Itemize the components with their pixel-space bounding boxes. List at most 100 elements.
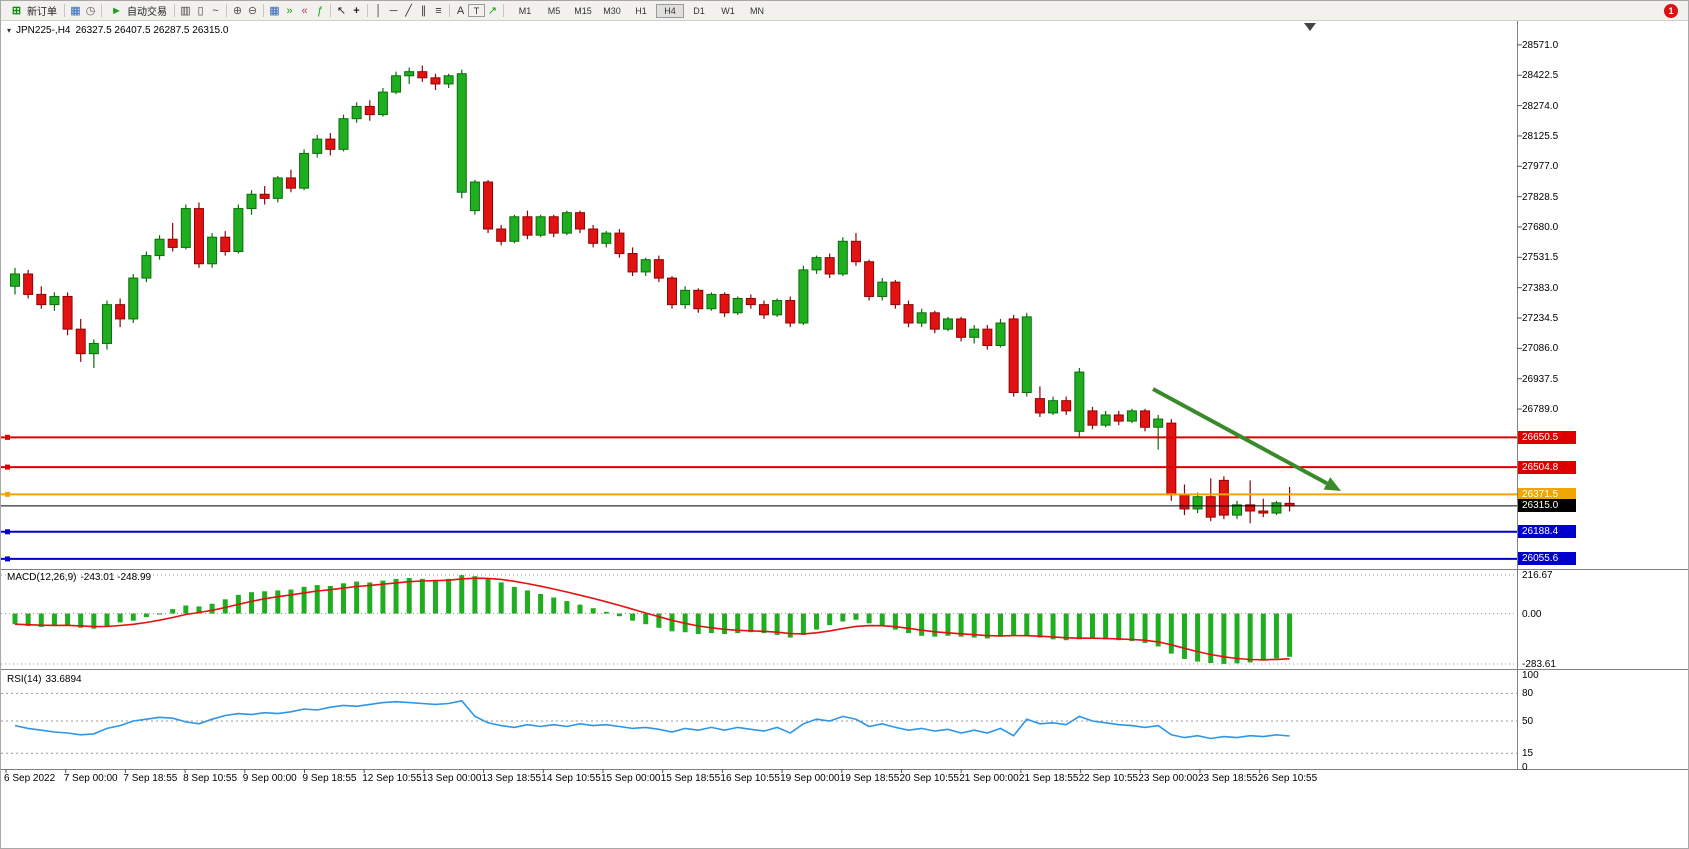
price-line-badge: 26188.4 xyxy=(1518,525,1576,539)
price-axis-label: 27828.5 xyxy=(1522,191,1559,203)
price-axis-label: 27680.0 xyxy=(1522,221,1559,233)
toolbar-separator xyxy=(449,4,450,17)
rsi-name: RSI(14) xyxy=(7,674,42,685)
rsi-axis-label: 80 xyxy=(1522,688,1534,700)
price-axis-label: 27531.5 xyxy=(1522,252,1559,264)
toolbar-separator xyxy=(263,4,264,17)
price-axis-label: 26789.0 xyxy=(1522,404,1559,416)
text-icon[interactable]: A xyxy=(456,4,465,17)
auto-trading-icon: ► xyxy=(111,4,122,17)
macd-values: -243.01 -248.99 xyxy=(80,572,152,583)
price-axis-label: 28422.5 xyxy=(1522,70,1559,82)
chart-menu-icon[interactable]: ▾ xyxy=(7,26,12,35)
arrows-object-icon[interactable]: ↗ xyxy=(487,4,498,17)
toolbar-separator xyxy=(367,4,368,17)
time-axis-label: 14 Sep 10:55 xyxy=(541,773,601,784)
new-order-button[interactable]: ⊞ 新订单 xyxy=(5,3,61,19)
toolbar-separator xyxy=(64,4,65,17)
time-axis-label: 23 Sep 00:00 xyxy=(1138,773,1198,784)
crosshair-icon[interactable]: + xyxy=(353,4,360,17)
auto-trading-button[interactable]: ► 自动交易 xyxy=(105,3,171,19)
price-axis-label: 28571.0 xyxy=(1522,39,1559,51)
toolbar-separator xyxy=(330,4,331,17)
fibonacci-icon[interactable]: ≡ xyxy=(435,4,442,17)
cursor-icon[interactable]: ↖ xyxy=(336,4,347,17)
price-axis-label: 28274.0 xyxy=(1522,100,1559,112)
alerts-icon[interactable]: 1 xyxy=(1664,3,1678,18)
toolbar-separator xyxy=(226,4,227,17)
timeframe-toolbar: M1 M5 M15 M30 H1 H4 D1 W1 MN xyxy=(511,3,771,18)
rsi-axis-label: 0 xyxy=(1522,762,1528,773)
current-price-badge: 26315.0 xyxy=(1518,499,1576,513)
trendline-icon[interactable]: ╱ xyxy=(405,4,412,17)
timeframe-button-m15[interactable]: M15 xyxy=(574,5,592,16)
time-axis-label: 15 Sep 18:55 xyxy=(660,773,721,784)
price-line-badge: 26504.8 xyxy=(1518,460,1576,474)
tile-windows-icon[interactable]: ▦ xyxy=(269,4,280,17)
auto-trading-label: 自动交易 xyxy=(127,7,167,18)
price-line-badge: 26650.5 xyxy=(1518,430,1576,444)
text-label-icon[interactable]: T xyxy=(468,4,485,17)
time-axis-label: 21 Sep 00:00 xyxy=(959,773,1019,784)
price-axis-label: 27383.0 xyxy=(1522,282,1559,294)
line-chart-icon[interactable]: ~ xyxy=(212,4,219,17)
timeframe-button-m1[interactable]: M1 xyxy=(518,5,532,16)
time-axis-label: 9 Sep 00:00 xyxy=(242,773,297,784)
time-axis-label: 23 Sep 18:55 xyxy=(1198,773,1258,784)
timeframe-button-d1[interactable]: D1 xyxy=(693,5,705,16)
macd-axis-label: 216.67 xyxy=(1522,570,1553,581)
time-axis-label: 19 Sep 18:55 xyxy=(839,773,900,784)
bar-chart-icon[interactable]: ▥ xyxy=(180,4,191,17)
toolbar-separator xyxy=(101,4,102,17)
timeframe-button-mn[interactable]: MN xyxy=(750,5,764,16)
price-axis-label: 27977.0 xyxy=(1522,161,1559,173)
macd-indicator-label: MACD(12,26,9) -243.01 -248.99 xyxy=(7,572,151,583)
time-axis-label: 13 Sep 00:00 xyxy=(421,773,482,784)
timeframe-button-h4[interactable]: H4 xyxy=(656,3,684,18)
zoom-in-icon[interactable]: ⊕ xyxy=(232,4,243,17)
time-axis-label: 7 Sep 18:55 xyxy=(123,773,178,784)
time-axis-label: 22 Sep 10:55 xyxy=(1078,773,1139,784)
toolbar-separator xyxy=(174,4,175,17)
rsi-axis-label: 15 xyxy=(1522,748,1534,760)
auto-scroll-icon[interactable]: » xyxy=(286,4,293,17)
vertical-line-icon[interactable]: │ xyxy=(375,4,382,17)
new-order-icon: ⊞ xyxy=(11,4,22,17)
timeframe-button-m5[interactable]: M5 xyxy=(547,5,561,16)
new-chart-icon[interactable]: ▦ xyxy=(70,4,81,17)
profiles-icon[interactable]: ◷ xyxy=(85,4,96,17)
rsi-axis-label: 100 xyxy=(1522,670,1539,681)
price-axis-label: 28125.5 xyxy=(1522,130,1559,142)
rsi-indicator-label: RSI(14) 33.6894 xyxy=(7,674,82,685)
timeframe-button-m30[interactable]: M30 xyxy=(603,5,621,16)
time-axis-label: 20 Sep 10:55 xyxy=(899,773,960,784)
timeframe-button-w1[interactable]: W1 xyxy=(721,5,735,16)
toolbar-right: 1 xyxy=(1664,3,1684,18)
candlestick-chart-icon[interactable]: ▯ xyxy=(197,4,204,17)
channel-icon[interactable]: ∥ xyxy=(420,4,427,17)
rsi-value: 33.6894 xyxy=(45,674,82,685)
chart-ohlc-values: 26327.5 26407.5 26287.5 26315.0 xyxy=(75,25,229,36)
toolbar-separator xyxy=(503,4,504,17)
time-axis-label: 26 Sep 10:55 xyxy=(1257,773,1318,784)
time-axis-label: 12 Sep 10:55 xyxy=(362,773,422,784)
macd-name: MACD(12,26,9) xyxy=(7,572,77,583)
zoom-out-icon[interactable]: ⊖ xyxy=(247,4,258,17)
time-axis-label: 19 Sep 00:00 xyxy=(780,773,840,784)
chart-shift-icon[interactable]: « xyxy=(301,4,308,17)
horizontal-line-icon[interactable]: ─ xyxy=(389,4,398,17)
price-axis-label: 27086.0 xyxy=(1522,343,1559,355)
new-order-label: 新订单 xyxy=(27,7,57,18)
time-axis-label: 13 Sep 18:55 xyxy=(481,773,542,784)
price-axis-label: 27234.5 xyxy=(1522,313,1559,324)
macd-axis-label: 0.00 xyxy=(1522,608,1542,620)
time-axis-label: 6 Sep 2022 xyxy=(4,773,56,784)
time-axis-label: 16 Sep 10:55 xyxy=(720,773,780,784)
price-axis-label: 26937.5 xyxy=(1522,373,1559,385)
timeframe-button-h1[interactable]: H1 xyxy=(635,5,647,16)
time-axis-label: 15 Sep 00:00 xyxy=(601,773,661,784)
indicators-icon[interactable]: ƒ xyxy=(316,4,323,17)
chart-title: ▾ JPN225-,H4 26327.5 26407.5 26287.5 263… xyxy=(7,25,228,36)
